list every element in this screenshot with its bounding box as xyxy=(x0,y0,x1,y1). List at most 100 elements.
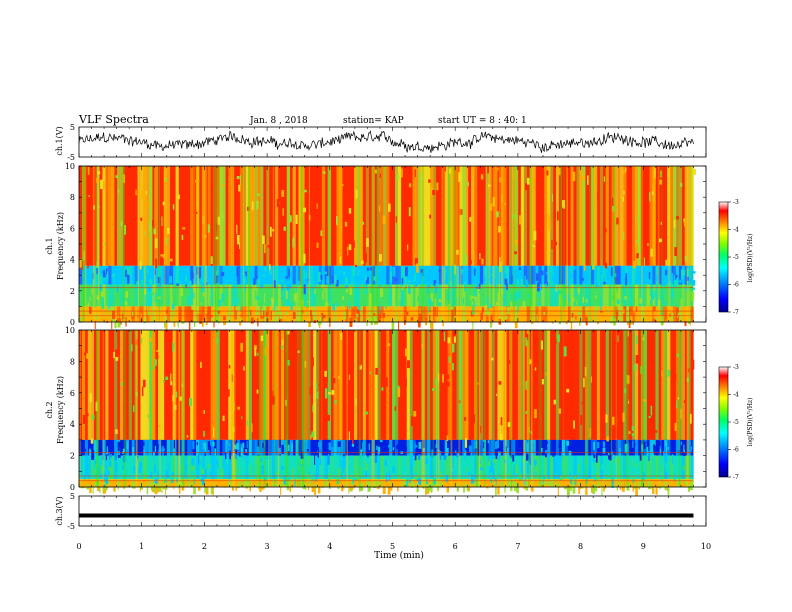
ch1-spectrogram-speckle xyxy=(365,269,367,272)
ch1-spectrogram-speckle xyxy=(210,256,213,264)
ch2-spectrogram-speckle xyxy=(631,430,634,434)
ch1-spectrogram-speckle xyxy=(514,251,517,255)
ch1-spectrogram-speckle xyxy=(126,274,130,284)
ch1-spectrogram-speckle xyxy=(279,317,282,322)
ch2-spectrogram-speckle xyxy=(239,468,241,474)
ch1-spectrogram-speckle xyxy=(226,290,228,297)
ch2-spectrogram-cell xyxy=(474,479,478,487)
ch2-spectrogram-speckle xyxy=(463,483,465,493)
ch1-spectrogram-speckle xyxy=(314,289,316,295)
ch2-spectrogram-cell xyxy=(119,455,124,480)
ch2-spectrogram-cell xyxy=(661,439,665,456)
ch1-spectrogram-speckle xyxy=(635,266,637,277)
cb2-tick-label: -5 xyxy=(733,419,739,426)
ch1-spectrogram-speckle xyxy=(464,254,468,265)
ch1-spectrogram-speckle xyxy=(353,240,355,248)
ch2-spectrogram-cell xyxy=(333,479,337,487)
ch1-spectrogram-cell xyxy=(321,265,326,285)
ch2-spectrogram-speckle xyxy=(446,374,450,380)
ch2-spectrogram-speckle xyxy=(634,482,636,489)
ch1-spectrogram-speckle xyxy=(428,303,430,313)
ch2-spectrogram-cell xyxy=(254,455,258,480)
ch2-spectrogram-speckle xyxy=(319,458,322,465)
ch1-spectrogram-cell xyxy=(415,166,419,266)
ch2-spectrogram-speckle xyxy=(392,466,395,473)
ch2-spectrogram-speckle xyxy=(103,473,106,481)
ch2-spectrogram-cell xyxy=(330,455,334,480)
ch2-spectrogram-cell xyxy=(620,330,624,440)
ch2-spectrogram-cell xyxy=(190,479,194,487)
ch1-spectrogram-speckle xyxy=(201,284,205,293)
ch1-spectrogram-speckle xyxy=(495,211,499,218)
ch2-spectrogram-cell xyxy=(433,330,437,440)
ch2-spectrogram-speckle xyxy=(391,474,393,477)
ch1-spectrogram-cell xyxy=(596,306,601,322)
ch1-spectrogram-speckle xyxy=(692,287,696,291)
ch2-spectrogram-speckle xyxy=(447,381,450,387)
ch1-spectrogram-cell xyxy=(105,166,109,266)
ch2-spectrogram-speckle xyxy=(116,442,118,448)
ch1-spectrogram-cell xyxy=(131,265,135,285)
ch2-spectrogram-cell xyxy=(541,479,545,487)
ch2-spectrogram-speckle xyxy=(297,372,301,375)
ch2-spectrogram-speckle xyxy=(560,475,562,481)
ch2-spectrogram-cell xyxy=(102,455,106,480)
ch2-spectrogram-speckle xyxy=(278,447,282,455)
ch2-spectrogram-cell xyxy=(158,455,162,480)
ch1-spectrogram-cell xyxy=(239,306,244,322)
ch2-spectrogram-cell xyxy=(336,330,340,440)
ch1-spectrogram-speckle xyxy=(141,190,145,199)
ch2-spectrogram-speckle xyxy=(623,388,627,394)
ch1-spectrogram-cell xyxy=(93,265,97,285)
xaxis-tick-label: 8 xyxy=(578,542,583,551)
ch1-spectrogram-speckle xyxy=(385,302,387,309)
ch1-spectrogram-speckle xyxy=(458,289,461,297)
ch1-spectrogram-cell xyxy=(146,265,150,285)
ch1-spectrogram-cell xyxy=(681,284,685,307)
ch1-spectrogram-speckle xyxy=(182,227,186,230)
ch1-spectrogram-speckle xyxy=(490,320,492,328)
ch2-spectrogram-cell xyxy=(655,479,659,487)
ch1-spectrogram-speckle xyxy=(407,280,411,283)
ch2-spectrogram-speckle xyxy=(105,478,107,489)
ch1-spectrogram-cell xyxy=(617,166,621,266)
ch1-spectrogram-speckle xyxy=(517,306,519,314)
ch1-spectrogram-cell xyxy=(471,166,475,266)
ch2-spectrogram-speckle xyxy=(143,406,147,410)
ch1-spectrogram-cell xyxy=(117,166,121,266)
ch1-spectrogram-cell xyxy=(614,284,618,307)
ch2-spectrogram-speckle xyxy=(624,480,626,484)
ch2-spectrogram-speckle xyxy=(351,486,354,490)
ch1-spectrogram-streak xyxy=(441,166,444,322)
ch1-spectrogram-cell xyxy=(494,265,498,285)
ch2-spectrogram-speckle xyxy=(127,441,129,450)
ch2-spectrogram-speckle xyxy=(544,479,547,486)
ch2-spectrogram-speckle xyxy=(174,404,177,410)
ch1-spectrogram-speckle xyxy=(236,298,239,303)
ch1-spectrogram-speckle xyxy=(625,277,628,286)
ch1-spectrogram-speckle xyxy=(155,258,158,269)
ch1-spectrogram-speckle xyxy=(246,217,248,222)
ch2-spectrogram-speckle xyxy=(97,485,100,492)
ch2-spectrogram-speckle xyxy=(392,481,395,485)
ch1-spectrogram-cell xyxy=(494,306,498,322)
ch2-spectrogram-speckle xyxy=(566,486,570,496)
ch1-spectrogram-speckle xyxy=(571,313,574,318)
ch2-spectrogram-speckle xyxy=(280,345,283,349)
ch1-spectrogram-speckle xyxy=(415,282,418,287)
ch2-spectrogram-streak xyxy=(421,330,424,487)
ch1-spectrogram-speckle xyxy=(506,307,510,315)
ch1-spectrogram-speckle xyxy=(547,215,551,222)
ch1-spectrogram-cell xyxy=(690,306,694,322)
ch2-spectrogram-speckle xyxy=(101,455,103,458)
ch2-spectrogram-speckle xyxy=(247,463,250,468)
ch1-spectrogram-streak xyxy=(154,166,156,322)
ch2-spectrogram-speckle xyxy=(452,415,455,422)
ch2-spectrogram-speckle xyxy=(94,459,96,466)
ch1-spectrogram-speckle xyxy=(196,313,200,321)
ch1-spectrogram-speckle xyxy=(319,315,322,325)
ch1-spectrogram-speckle xyxy=(362,221,365,225)
ch1-spectrogram-speckle xyxy=(158,288,160,291)
ch1-spectrogram-speckle xyxy=(285,276,288,279)
ch1-spectrogram-speckle xyxy=(481,258,484,265)
